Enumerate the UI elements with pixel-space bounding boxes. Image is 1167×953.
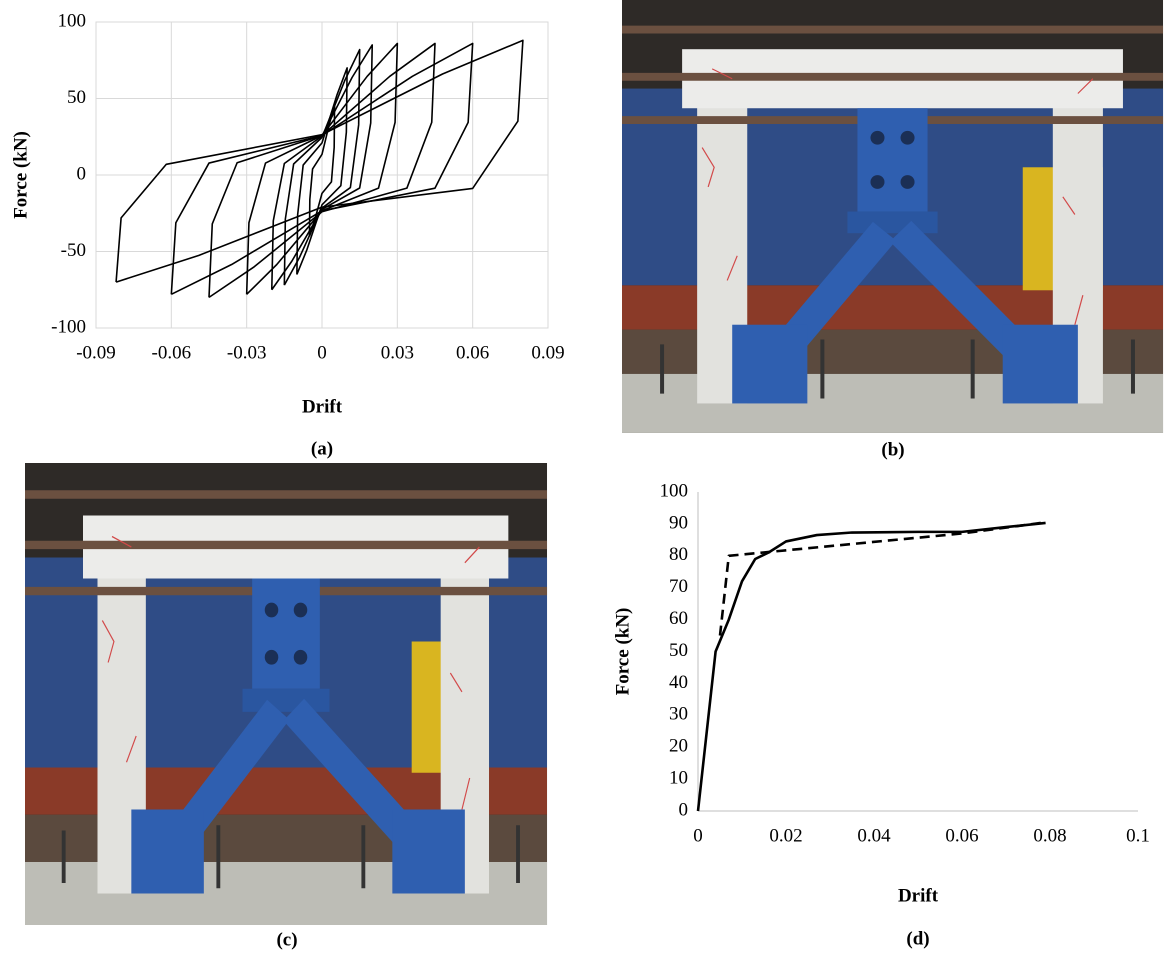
y-axis-label: Force (kN) [612, 608, 633, 696]
x-tick-label: 0 [693, 825, 703, 846]
x-tick-label: 0.03 [381, 342, 414, 363]
x-tick-label: 0.1 [1126, 825, 1150, 846]
y-tick-label: -100 [51, 316, 86, 337]
caption: (a) [311, 438, 333, 459]
y-tick-label: 60 [669, 608, 688, 629]
x-axis-label: Drift [302, 396, 343, 417]
x-tick-label: -0.06 [152, 342, 192, 363]
y-tick-label: 100 [58, 10, 87, 31]
caption: (b) [881, 439, 904, 460]
x-tick-label: 0.09 [531, 342, 564, 363]
x-tick-label: 0.06 [456, 342, 489, 363]
y-tick-label: 0 [679, 799, 689, 820]
x-tick-label: 0.06 [945, 825, 978, 846]
x-tick-label: -0.03 [227, 342, 267, 363]
y-axis-label: Force (kN) [10, 131, 31, 219]
y-tick-label: 10 [669, 767, 688, 788]
x-tick-label: 0.04 [857, 825, 891, 846]
photo-b [622, 0, 1163, 433]
y-tick-label: -50 [61, 240, 86, 261]
data-line [698, 523, 1046, 811]
y-tick-label: 90 [669, 512, 688, 533]
caption: (d) [906, 928, 929, 949]
x-tick-label: 0.08 [1033, 825, 1066, 846]
data-line [720, 522, 1046, 635]
x-tick-label: 0.02 [769, 825, 802, 846]
caption: (c) [276, 929, 297, 950]
x-axis-label: Drift [898, 885, 939, 906]
y-tick-label: 30 [669, 704, 688, 725]
y-tick-label: 80 [669, 544, 688, 565]
figure: (b) (c) -100-50050100-0.09-0.06-0.0300.0… [0, 0, 1167, 953]
x-tick-label: -0.09 [76, 342, 116, 363]
y-tick-label: 0 [77, 163, 87, 184]
photo-c [25, 463, 547, 925]
y-tick-label: 50 [669, 640, 688, 661]
data-line [116, 40, 523, 282]
y-tick-label: 50 [67, 87, 86, 108]
y-tick-label: 20 [669, 736, 688, 757]
x-tick-label: 0 [317, 342, 327, 363]
y-tick-label: 100 [660, 480, 689, 501]
y-tick-label: 40 [669, 672, 688, 693]
y-tick-label: 70 [669, 576, 688, 597]
